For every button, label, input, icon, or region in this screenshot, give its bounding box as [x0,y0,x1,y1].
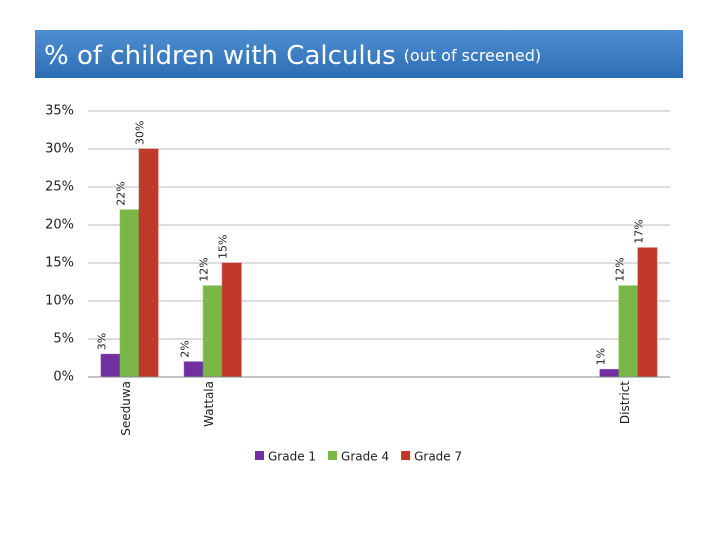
y-tick-label: 15% [45,256,74,271]
bar [221,262,242,378]
legend-label: Grade 1 [268,450,316,464]
value-label: 30% [134,121,147,145]
bar [119,209,140,378]
bar [138,148,159,378]
bar [637,247,658,378]
value-label: 2% [179,340,192,357]
y-tick-label: 20% [45,218,74,233]
y-tick-label: 0% [53,370,74,385]
title-banner [35,30,683,78]
y-tick-label: 10% [45,294,74,309]
x-tick-label: Seeduwa [119,381,133,436]
legend-label: Grade 4 [341,450,389,464]
value-label: 1% [594,348,607,365]
legend-swatch [328,451,338,460]
legend-swatch [401,451,411,460]
value-label: 22% [115,181,128,205]
y-tick-label: 25% [45,180,74,195]
x-tick-label: Wattala [202,381,216,427]
bar [618,285,639,378]
x-tick-label: District [618,381,632,424]
legend-swatch [255,451,264,460]
y-tick-label: 30% [45,142,74,157]
chart-title: % of children with Calculus (out of scree… [44,41,541,71]
bar [183,361,204,378]
value-label: 17% [632,219,645,243]
y-tick-label: 5% [53,332,74,347]
y-tick-label: 35% [45,104,74,119]
value-label: 15% [217,235,230,259]
bar [202,285,223,378]
bar [599,368,620,378]
legend-label: Grade 7 [414,450,462,464]
bar [100,353,121,378]
value-label: 12% [198,257,211,281]
value-label: 3% [96,333,109,350]
value-label: 12% [613,257,626,281]
